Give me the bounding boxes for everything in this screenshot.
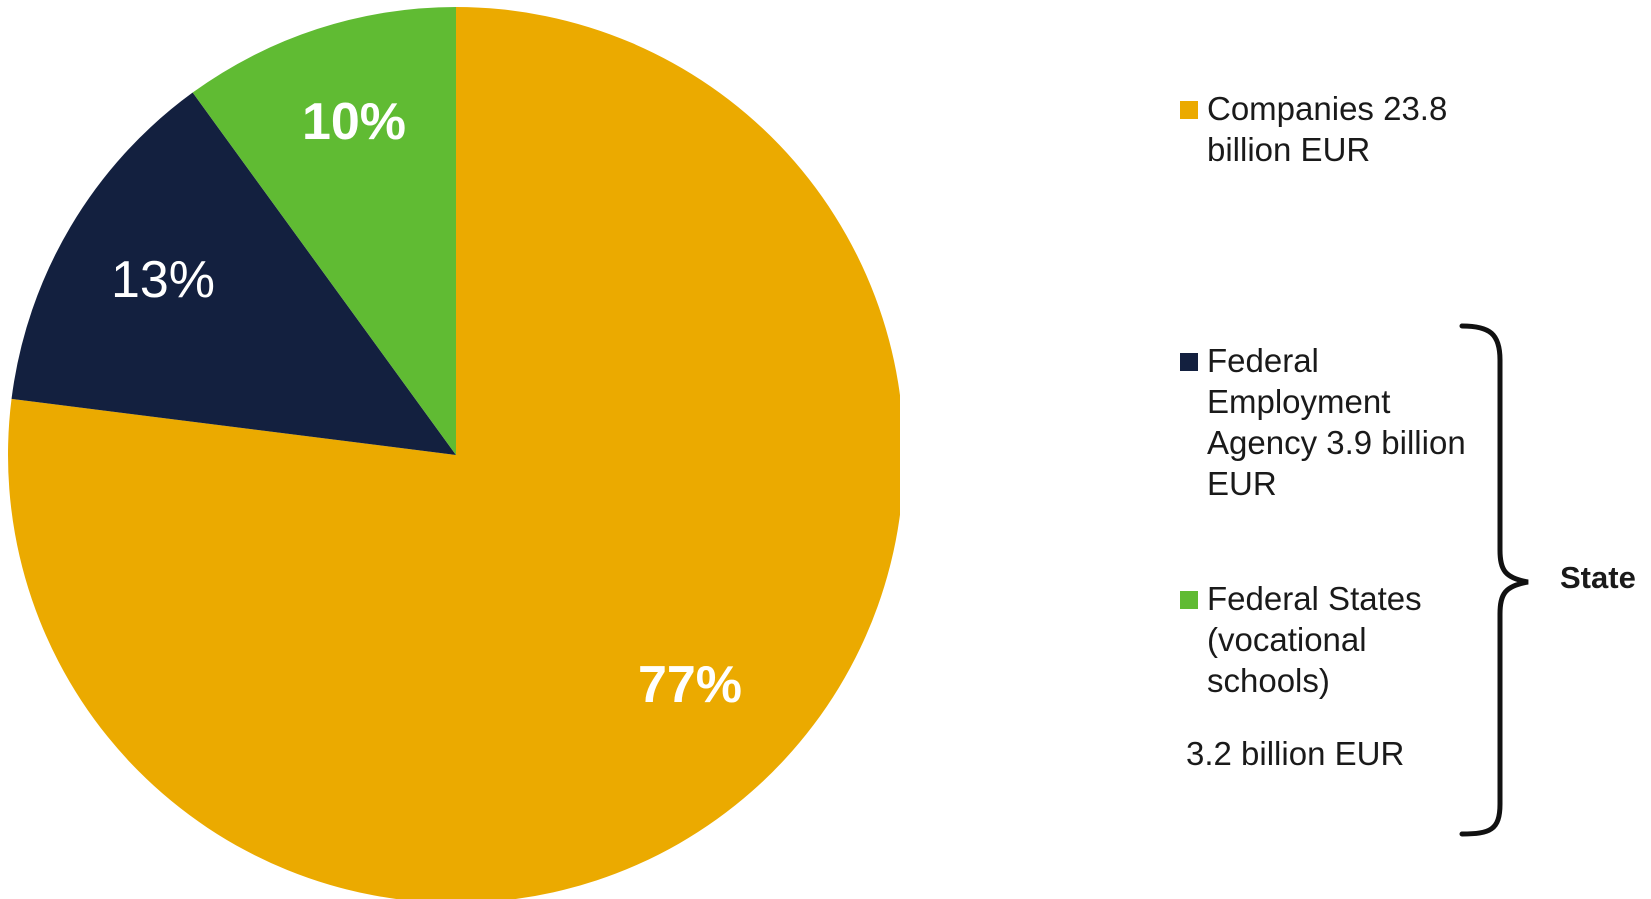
legend-label-federal-employment-agency: Federal Employment Agency 3.9 billion EU… bbox=[1207, 342, 1466, 502]
slice-label-federal-states: 10% bbox=[302, 93, 406, 151]
legend-item-federal-states: Federal States (vocational schools) bbox=[1180, 578, 1422, 701]
legend-item-federal-employment-agency: Federal Employment Agency 3.9 billion EU… bbox=[1180, 340, 1466, 504]
slice-label-companies: 77% bbox=[638, 656, 742, 714]
pie-chart: 77% 13% 10% bbox=[8, 7, 900, 899]
legend-federal-states-amount: 3.2 billion EUR bbox=[1186, 735, 1405, 772]
legend-label-federal-states: Federal States (vocational schools) bbox=[1207, 580, 1422, 699]
legend-label-companies: Companies 23.8 billion EUR bbox=[1207, 90, 1448, 168]
legend-swatch-federal-employment-agency bbox=[1180, 353, 1198, 371]
state-label: State bbox=[1560, 560, 1636, 595]
state-brace bbox=[1459, 323, 1529, 837]
legend-swatch-federal-states bbox=[1180, 591, 1198, 609]
pie-slice-companies bbox=[8, 7, 900, 899]
pie-slice-federal-states bbox=[192, 7, 456, 455]
pie-slice-federal-employment-agency bbox=[11, 92, 456, 455]
legend-swatch-companies bbox=[1180, 101, 1198, 119]
legend-item-companies: Companies 23.8 billion EUR bbox=[1180, 88, 1447, 170]
slice-label-federal-employment-agency: 13% bbox=[111, 251, 215, 309]
